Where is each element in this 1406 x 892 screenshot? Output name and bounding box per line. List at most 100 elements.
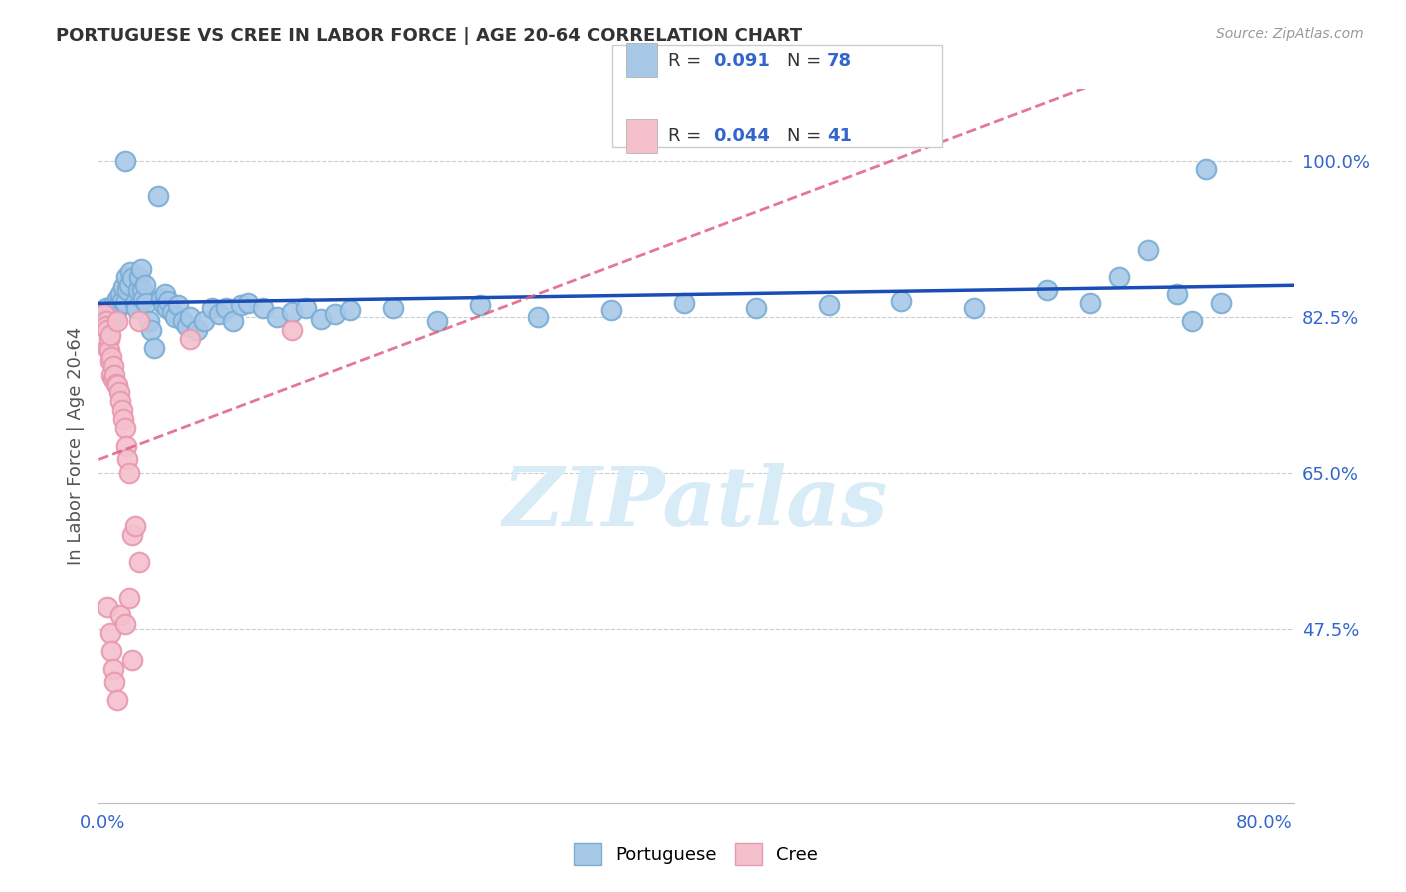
Point	[124, 296, 146, 310]
Point	[114, 617, 136, 632]
Point	[100, 368, 122, 382]
Point	[121, 528, 143, 542]
Text: PORTUGUESE VS CREE IN LABOR FORCE | AGE 20-64 CORRELATION CHART: PORTUGUESE VS CREE IN LABOR FORCE | AGE …	[56, 27, 803, 45]
Point	[600, 303, 623, 318]
Point	[149, 292, 172, 306]
Point	[157, 294, 180, 309]
Point	[186, 323, 208, 337]
Point	[165, 310, 187, 324]
Point	[155, 287, 177, 301]
Point	[963, 301, 986, 315]
Point	[280, 305, 302, 319]
Point	[100, 644, 122, 658]
Point	[1195, 162, 1218, 177]
Point	[309, 312, 332, 326]
Point	[176, 318, 198, 333]
Point	[128, 555, 150, 569]
Point	[97, 307, 120, 321]
Point	[1166, 287, 1188, 301]
Point	[152, 298, 174, 312]
Point	[1209, 296, 1232, 310]
Point	[131, 283, 153, 297]
Point	[101, 359, 124, 373]
Point	[96, 310, 118, 324]
Point	[93, 307, 115, 321]
Point	[125, 301, 148, 315]
Point	[745, 301, 768, 315]
Point	[93, 305, 115, 319]
Point	[193, 314, 215, 328]
Point	[103, 675, 125, 690]
Point	[527, 310, 550, 324]
Point	[167, 298, 190, 312]
Point	[179, 310, 201, 324]
Text: N =: N =	[787, 128, 827, 145]
Point	[172, 314, 194, 328]
Point	[117, 452, 139, 467]
Point	[382, 301, 405, 315]
Point	[105, 314, 128, 328]
Point	[156, 301, 179, 315]
Point	[101, 298, 124, 312]
Point	[115, 269, 138, 284]
Point	[121, 271, 143, 285]
Point	[179, 332, 201, 346]
Point	[1181, 314, 1204, 328]
Text: 41: 41	[827, 128, 852, 145]
Point	[1108, 269, 1130, 284]
Point	[266, 310, 288, 324]
Point	[162, 305, 184, 319]
Point	[1035, 283, 1057, 297]
Point	[252, 301, 274, 315]
Point	[222, 314, 245, 328]
Point	[146, 189, 169, 203]
Point	[103, 312, 125, 326]
Point	[323, 307, 346, 321]
Point	[101, 372, 124, 386]
Point	[115, 439, 138, 453]
Point	[229, 298, 252, 312]
Point	[101, 662, 124, 676]
Point	[215, 301, 238, 315]
Point	[114, 296, 136, 310]
Point	[114, 421, 136, 435]
Point	[138, 314, 160, 328]
Legend: Portuguese, Cree: Portuguese, Cree	[567, 836, 825, 872]
Point	[118, 278, 141, 293]
Point	[104, 305, 127, 319]
Point	[98, 303, 121, 318]
Point	[96, 323, 118, 337]
Point	[98, 327, 121, 342]
Point	[107, 385, 129, 400]
Point	[280, 323, 302, 337]
Point	[108, 608, 131, 623]
Point	[142, 341, 165, 355]
Text: Source: ZipAtlas.com: Source: ZipAtlas.com	[1216, 27, 1364, 41]
Point	[118, 591, 141, 605]
Point	[117, 283, 139, 297]
Point	[103, 368, 125, 382]
Text: R =: R =	[668, 52, 707, 70]
Point	[112, 412, 135, 426]
Y-axis label: In Labor Force | Age 20-64: In Labor Force | Age 20-64	[66, 326, 84, 566]
Point	[97, 343, 120, 357]
Point	[105, 378, 128, 392]
Text: 0.091: 0.091	[713, 52, 769, 70]
Point	[129, 262, 152, 277]
Point	[97, 332, 120, 346]
Point	[107, 296, 129, 310]
Point	[127, 283, 149, 297]
Point	[1078, 296, 1101, 310]
Text: 0.044: 0.044	[713, 128, 769, 145]
Point	[111, 403, 134, 417]
Point	[134, 278, 156, 293]
Point	[1137, 243, 1160, 257]
Text: 78: 78	[827, 52, 852, 70]
Point	[201, 301, 224, 315]
Point	[672, 296, 695, 310]
Point	[111, 294, 134, 309]
Point	[208, 307, 231, 321]
Text: ZIPatlas: ZIPatlas	[503, 463, 889, 543]
Point	[890, 294, 912, 309]
Point	[426, 314, 449, 328]
